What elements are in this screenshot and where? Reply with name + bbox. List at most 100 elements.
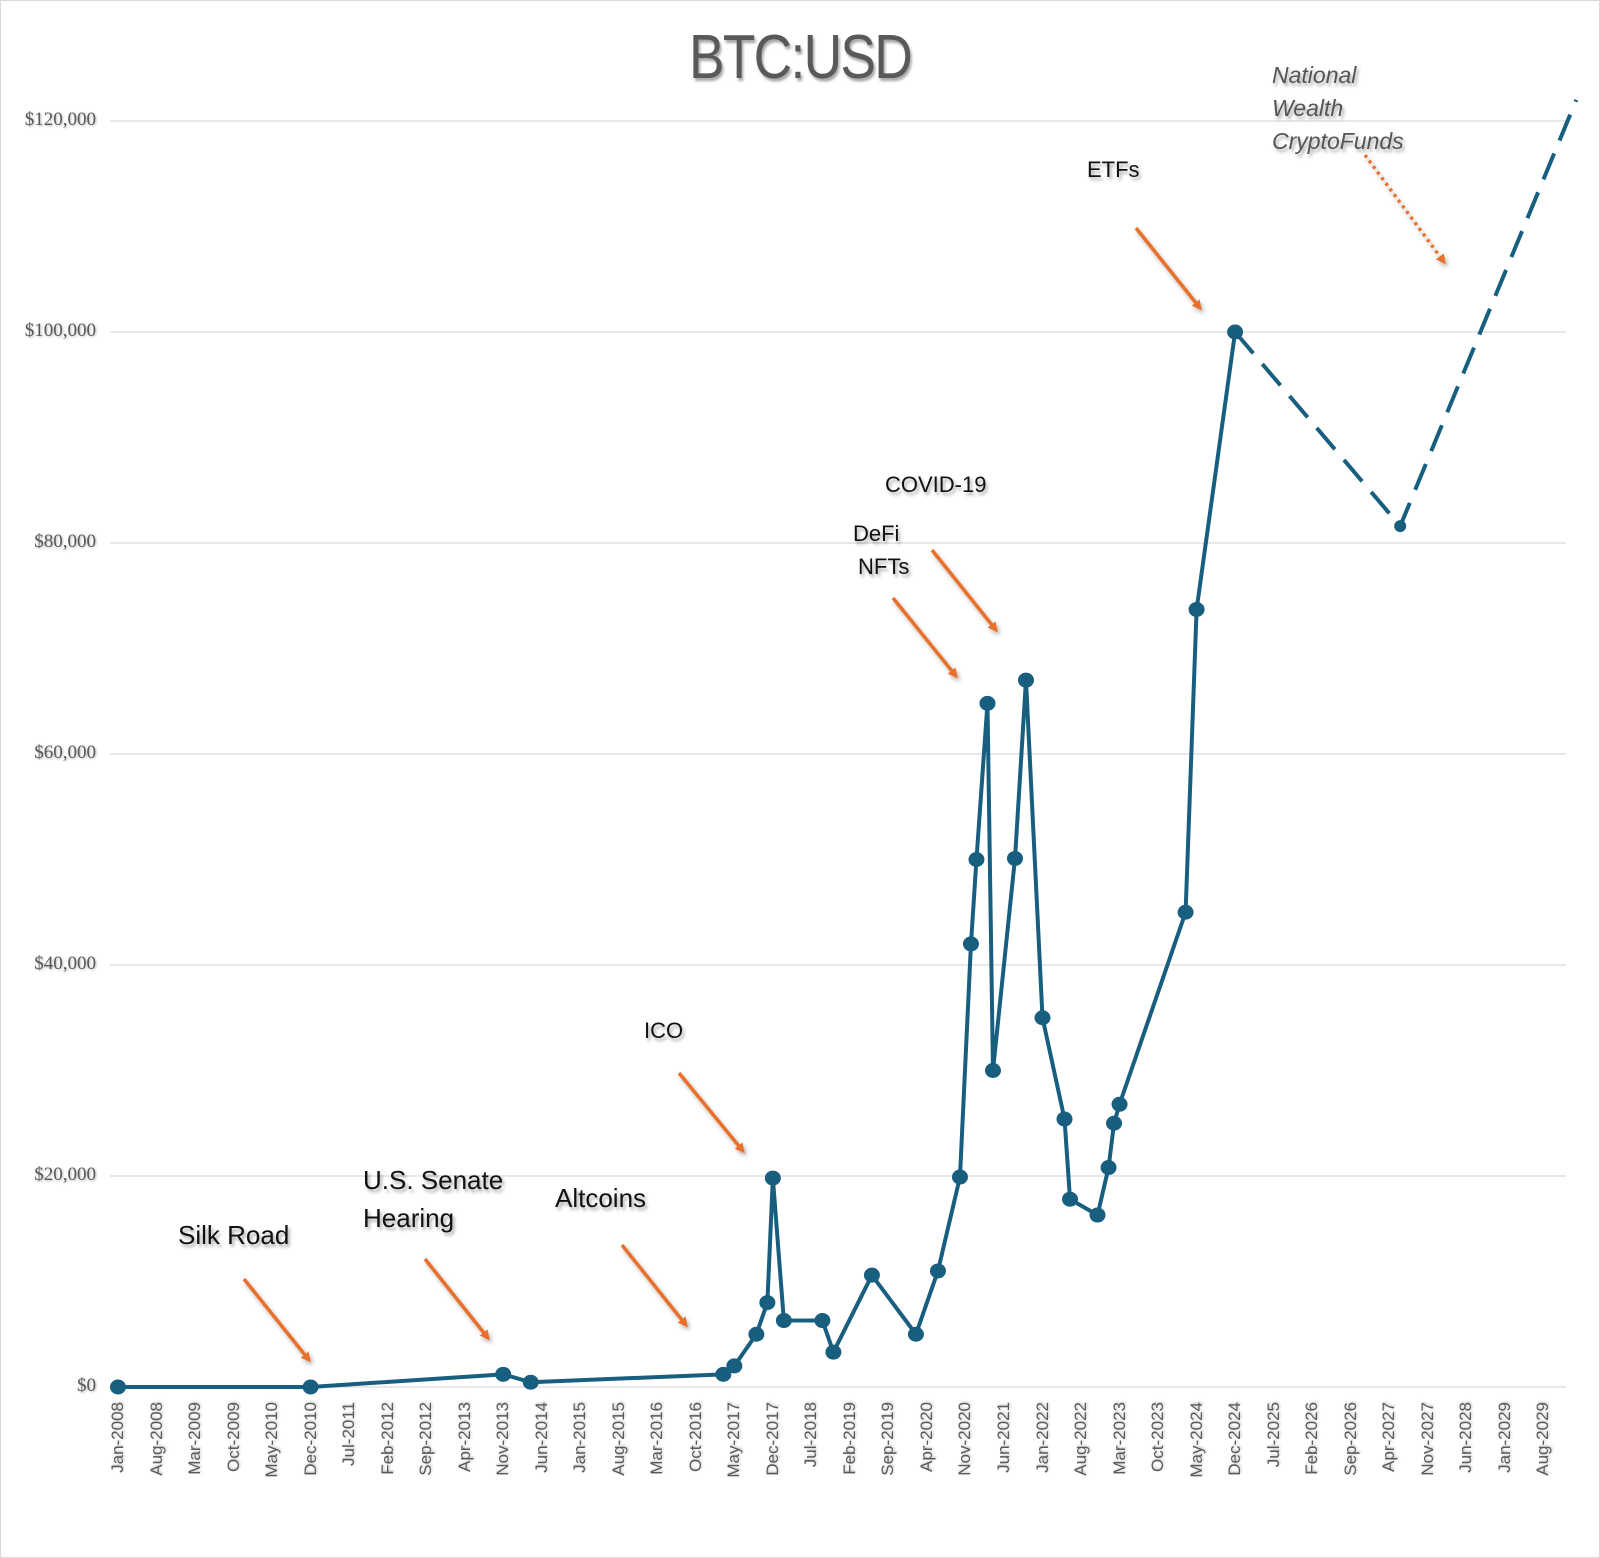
data-point-marker (1106, 1115, 1123, 1131)
annotation-etfs: ETFs (1087, 157, 1140, 182)
x-tick-label: Feb-2019 (839, 1402, 859, 1475)
annotation-arrow-icon (677, 1071, 745, 1154)
data-point-marker (726, 1358, 743, 1374)
data-point-marker (979, 695, 996, 711)
data-point-marker (1006, 850, 1023, 866)
x-tick-label: Jul-2011 (339, 1402, 359, 1466)
y-tick-label: $120,000 (24, 109, 96, 130)
annotation-nfts: NFTs (858, 554, 910, 579)
data-point-marker (1177, 904, 1194, 920)
annotation-national-line2: Wealth (1272, 95, 1344, 121)
data-point-marker (522, 1374, 539, 1390)
x-tick-label: Jul-2018 (801, 1402, 821, 1468)
x-tick-label: Jun-2021 (993, 1402, 1013, 1473)
x-tick-label: Jul-2025 (1263, 1402, 1283, 1468)
annotation-arrow-icon (423, 1257, 490, 1341)
annotation-arrow-icon (242, 1277, 311, 1363)
x-tick-label: Jan-2029 (1494, 1402, 1514, 1473)
x-tick-label: Nov-2027 (1417, 1402, 1437, 1476)
data-point-marker (1034, 1010, 1051, 1026)
data-point-marker (825, 1344, 842, 1360)
data-point-marker (759, 1295, 776, 1311)
x-tick-label: Apr-2027 (1379, 1402, 1399, 1472)
data-point-marker (495, 1366, 512, 1382)
y-tick-label: $100,000 (24, 320, 96, 341)
data-point-marker (715, 1366, 732, 1382)
data-point-marker (302, 1379, 319, 1395)
x-tick-label: Mar-2009 (185, 1402, 205, 1475)
data-point-marker (1188, 601, 1205, 617)
data-point-marker (764, 1170, 781, 1186)
x-tick-label: Sep-2026 (1340, 1402, 1360, 1476)
annotation-ico: ICO (644, 1018, 684, 1043)
data-point-marker (907, 1326, 924, 1342)
x-tick-label: Feb-2026 (1302, 1402, 1322, 1475)
x-tick-label: Mar-2023 (1109, 1402, 1129, 1475)
annotation-arrow-icon (891, 596, 958, 679)
data-point-marker (968, 852, 985, 867)
x-tick-label: Mar-2016 (647, 1402, 667, 1475)
projection-line (1233, 99, 1579, 529)
data-point-marker (110, 1379, 126, 1395)
data-series (110, 99, 1579, 1395)
x-tick-label: Apr-2013 (454, 1402, 474, 1472)
x-tick-label: Jan-2022 (1032, 1402, 1052, 1473)
data-point-marker (962, 936, 979, 952)
gridlines (110, 120, 1566, 1388)
y-tick-label: $40,000 (34, 953, 96, 974)
chart-title: BTC:USD (688, 23, 913, 92)
x-tick-label: Jan-2008 (108, 1402, 127, 1473)
annotation-arrows (242, 153, 1446, 1363)
x-tick-label: Dec-2024 (1225, 1402, 1245, 1476)
data-point-marker (984, 1063, 1001, 1078)
annotation-arrow-icon (930, 548, 998, 633)
x-tick-label: May-2010 (262, 1402, 282, 1478)
x-tick-label: Sep-2012 (416, 1402, 436, 1476)
annotation-senate-line1: U.S. Senate (363, 1165, 504, 1195)
y-tick-label: $80,000 (34, 531, 96, 552)
data-point-marker (1089, 1207, 1106, 1223)
x-tick-label: Oct-2009 (223, 1402, 243, 1472)
data-point-marker (748, 1326, 765, 1342)
x-tick-label: Aug-2022 (1071, 1402, 1091, 1476)
data-point-marker (1394, 520, 1407, 533)
annotation-national-line3: CryptoFunds (1272, 128, 1404, 154)
data-point-marker (1017, 672, 1034, 688)
data-point-marker (951, 1169, 968, 1185)
data-point-marker (929, 1263, 946, 1279)
annotation-senate-line2: Hearing (363, 1203, 455, 1233)
annotation-silk-road: Silk Road (178, 1220, 290, 1250)
annotation-arrow-icon (620, 1243, 688, 1328)
annotation-defi: DeFi (853, 521, 900, 546)
x-tick-label: Oct-2016 (685, 1402, 705, 1472)
annotation-national-line1: National (1272, 62, 1357, 88)
data-point-marker (863, 1267, 880, 1283)
x-tick-label: Jan-2015 (570, 1402, 590, 1473)
data-point-marker (1111, 1096, 1128, 1112)
x-tick-label: Feb-2012 (377, 1402, 397, 1475)
y-tick-label: $20,000 (34, 1164, 96, 1185)
x-tick-label: May-2017 (724, 1402, 744, 1478)
annotation-arrow-icon (1134, 226, 1202, 311)
x-tick-label: Dec-2010 (300, 1402, 320, 1476)
x-tick-label: Nov-2020 (955, 1402, 975, 1476)
annotation-altcoins: Altcoins (555, 1183, 647, 1213)
data-point-marker (814, 1313, 831, 1329)
data-point-marker (775, 1313, 792, 1329)
x-tick-label: Aug-2015 (608, 1402, 628, 1476)
data-point-marker (1056, 1111, 1073, 1127)
annotation-covid: COVID-19 (885, 472, 987, 497)
x-tick-label: Oct-2023 (1148, 1402, 1168, 1472)
x-tick-label: Jun-2028 (1456, 1402, 1476, 1473)
y-tick-label: $0 (77, 1375, 96, 1396)
x-tick-label: May-2024 (1186, 1402, 1206, 1478)
x-tick-label: Aug-2008 (146, 1402, 166, 1476)
x-tick-label: Jun-2014 (531, 1402, 551, 1473)
data-point-marker (1100, 1160, 1117, 1176)
data-point-marker (1062, 1191, 1079, 1207)
annotation-arrow-icon (1363, 153, 1446, 265)
x-tick-label: Dec-2017 (762, 1402, 782, 1476)
x-tick-label: Nov-2013 (493, 1402, 513, 1476)
y-tick-label: $60,000 (34, 742, 96, 763)
